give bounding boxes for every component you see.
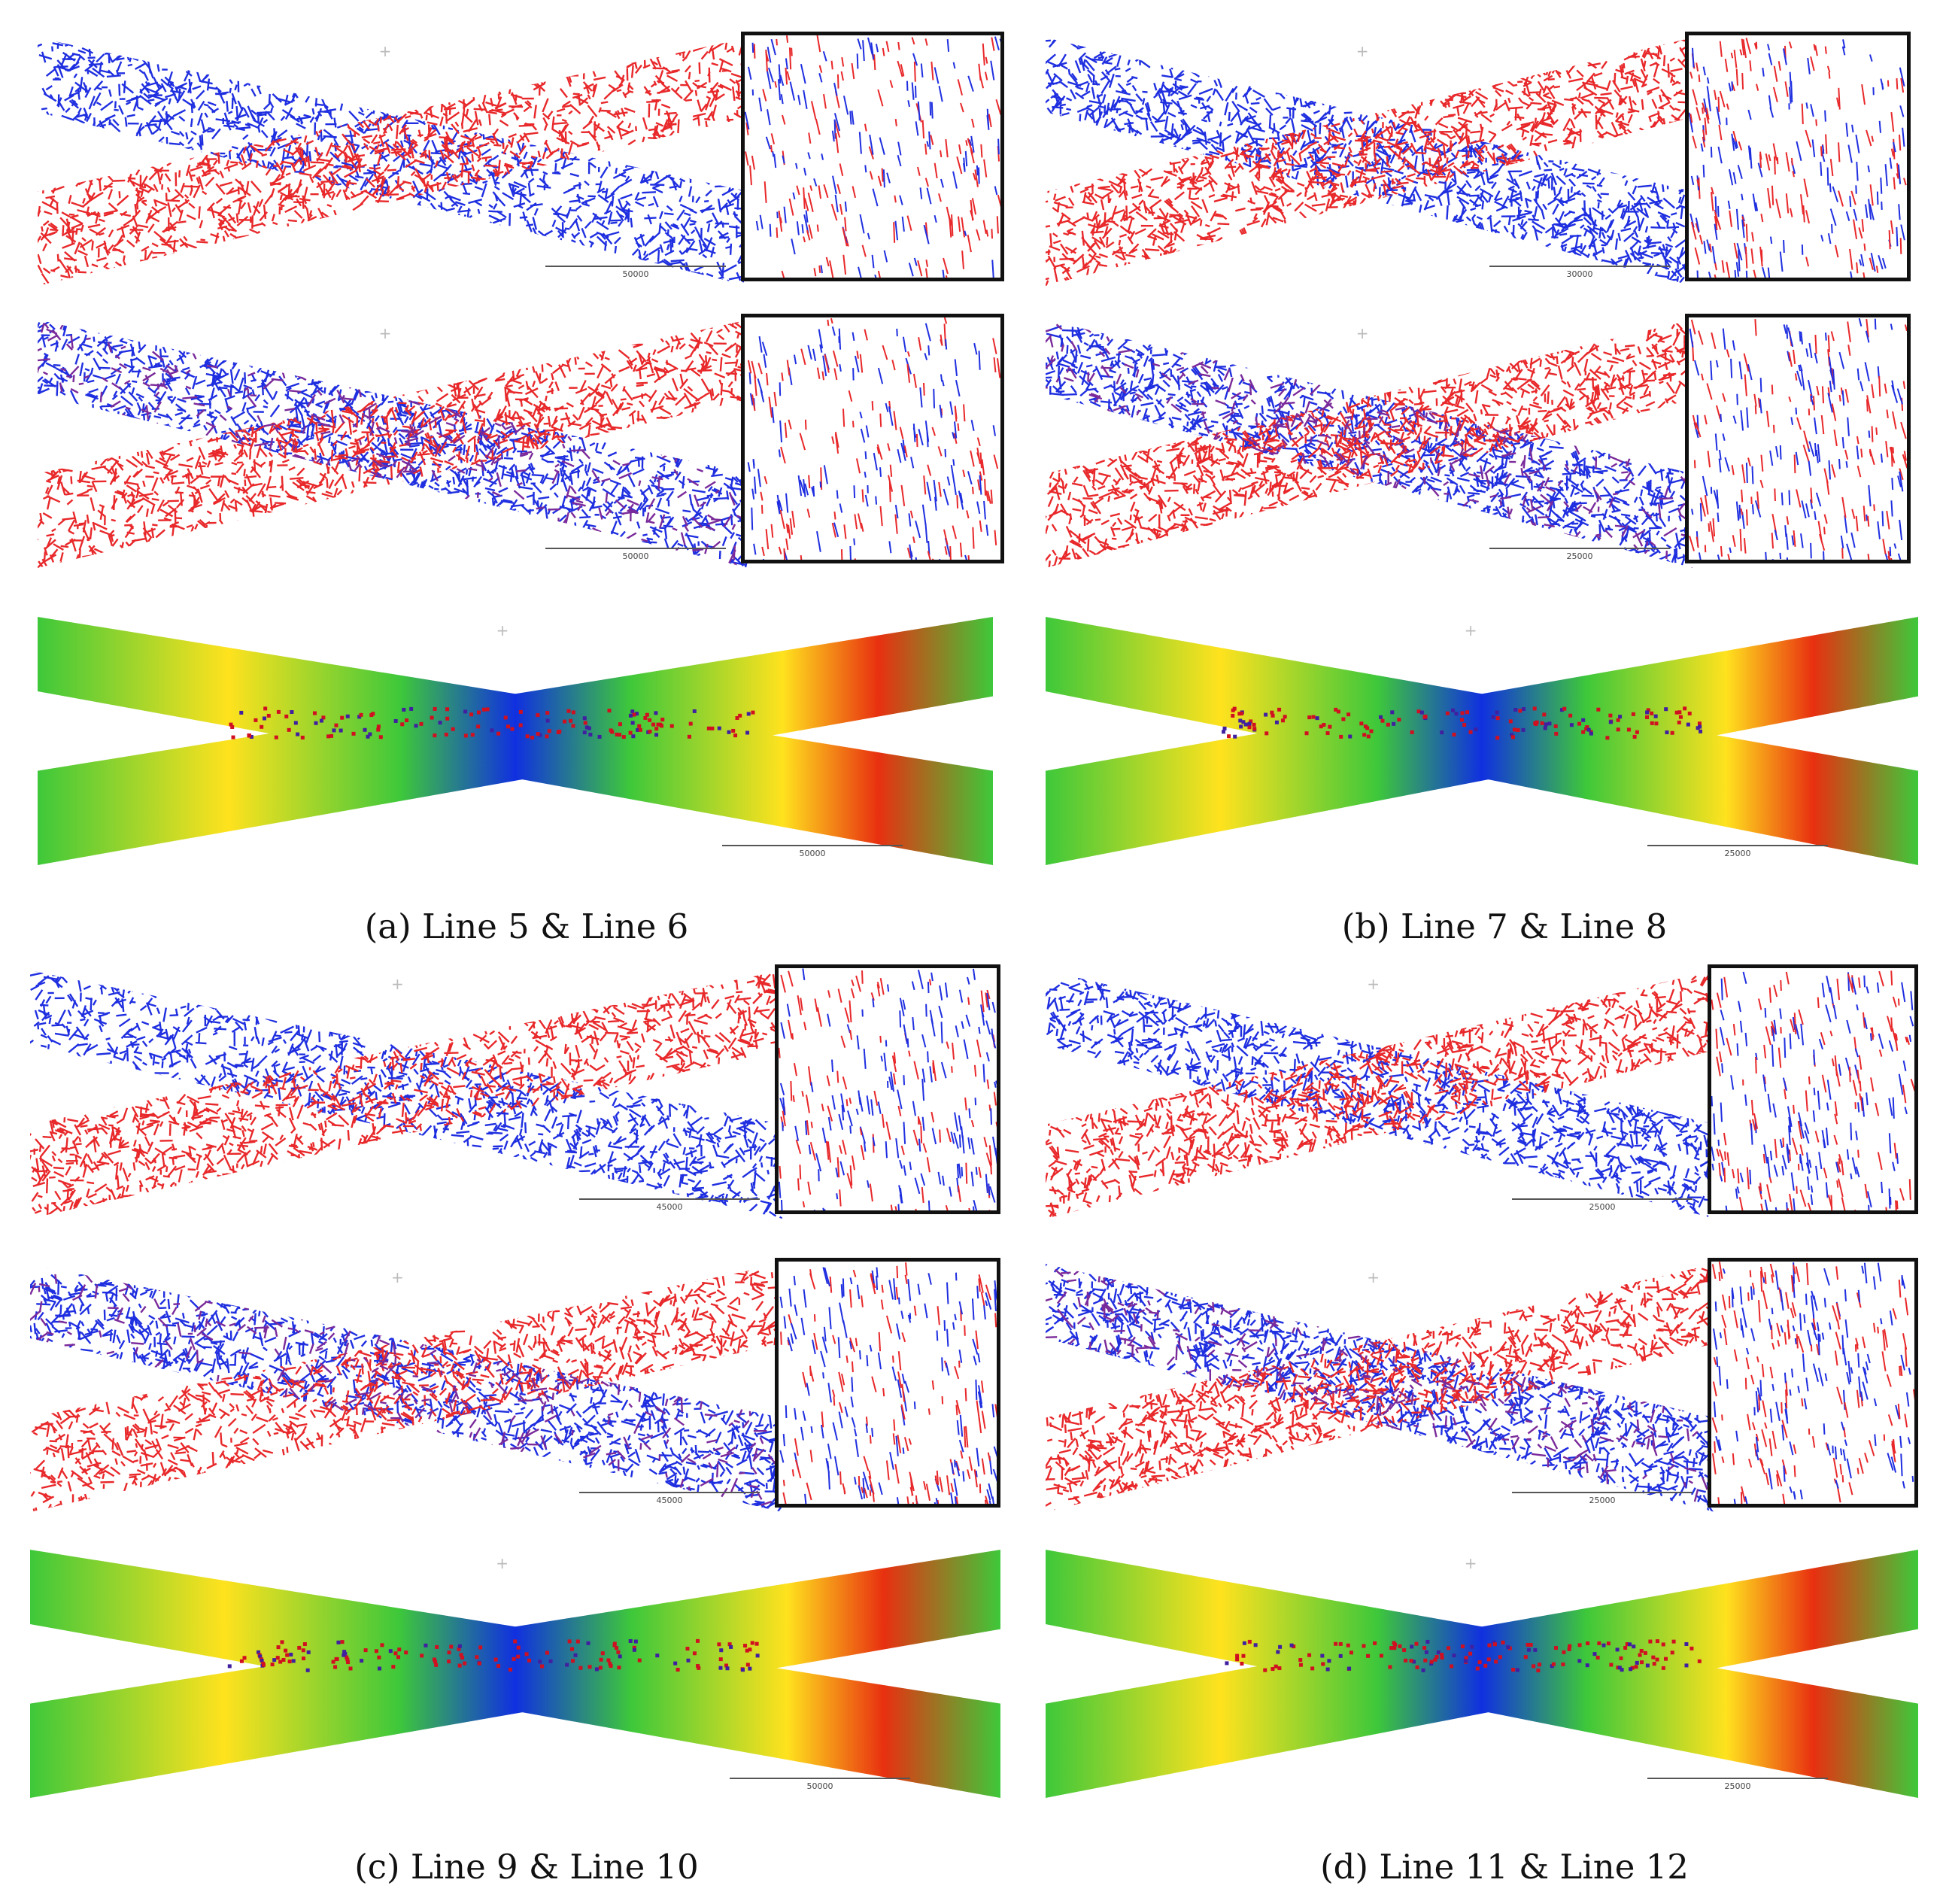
scale-bar-label: 25000 — [1512, 1496, 1693, 1505]
scale-bar: 25000 — [1489, 545, 1670, 561]
zoom-inset-lines — [1689, 38, 1907, 278]
scale-bar: 25000 — [1647, 1775, 1828, 1791]
scale-bar-line — [1489, 548, 1670, 549]
crosshair-icon: + — [496, 1554, 509, 1572]
scale-bar-label: 50000 — [545, 551, 726, 561]
flight-strips — [1046, 970, 1715, 1219]
crosshair-icon: + — [1465, 1554, 1477, 1572]
strip-figure-a-1 — [38, 38, 748, 286]
scale-bar-line — [545, 266, 726, 267]
flight-strips — [1046, 320, 1693, 568]
flight-strips — [1046, 1550, 1918, 1798]
flight-strips — [30, 970, 782, 1219]
crosshair-icon: + — [379, 324, 392, 342]
scale-bar: 50000 — [730, 1775, 910, 1791]
scale-bar-line — [730, 1778, 910, 1779]
strip-figure-c-1 — [30, 970, 782, 1219]
scale-bar: 30000 — [1489, 263, 1670, 279]
strip-figure-d-3 — [1046, 1550, 1918, 1798]
scale-bar-label: 25000 — [1512, 1202, 1693, 1212]
strip-figure-b-2 — [1046, 320, 1693, 568]
scale-bar-line — [579, 1198, 760, 1200]
strip-figure-b-3 — [1046, 617, 1918, 865]
zoom-inset — [775, 964, 1000, 1214]
zoom-inset-lines — [779, 968, 997, 1210]
scale-bar: 25000 — [1512, 1489, 1693, 1505]
caption-d: (d) Line 11 & Line 12 — [1091, 1847, 1918, 1887]
scale-bar-line — [1512, 1198, 1693, 1200]
scale-bar-label: 50000 — [545, 269, 726, 279]
scale-bar-line — [1647, 845, 1828, 846]
strip-figure-d-2 — [1046, 1264, 1715, 1512]
strip-figure-c-2 — [30, 1264, 782, 1512]
scale-bar: 45000 — [579, 1196, 760, 1212]
flight-strips — [1046, 1264, 1715, 1512]
zoom-inset — [741, 32, 1004, 281]
scale-bar-line — [579, 1492, 760, 1493]
zoom-inset — [1708, 1258, 1918, 1508]
scale-bar-label: 50000 — [722, 849, 903, 858]
scale-bar-label: 25000 — [1489, 551, 1670, 561]
strip-figure-a-3 — [38, 617, 993, 865]
zoom-inset — [1685, 32, 1911, 281]
caption-c: (c) Line 9 & Line 10 — [113, 1847, 940, 1887]
zoom-inset-lines — [745, 35, 1000, 278]
scale-bar: 50000 — [722, 843, 903, 858]
scale-bar: 25000 — [1512, 1196, 1693, 1212]
scale-bar-line — [1512, 1492, 1693, 1493]
zoom-inset-lines — [779, 1262, 997, 1504]
scale-bar-line — [722, 845, 903, 846]
zoom-inset — [775, 1258, 1000, 1508]
crosshair-icon: + — [379, 42, 392, 60]
crosshair-icon: + — [1465, 621, 1477, 639]
flight-strips — [30, 1550, 1000, 1798]
crosshair-icon: + — [1356, 42, 1369, 60]
zoom-inset — [741, 314, 1004, 563]
strip-figure-c-3 — [30, 1550, 1000, 1798]
crosshair-icon: + — [1367, 975, 1380, 993]
zoom-inset-lines — [1711, 1262, 1914, 1504]
zoom-inset — [1685, 314, 1911, 563]
crosshair-icon: + — [1367, 1268, 1380, 1286]
caption-a: (a) Line 5 & Line 6 — [113, 906, 940, 946]
scale-bar-label: 30000 — [1489, 269, 1670, 279]
strip-figure-a-2 — [38, 320, 748, 568]
zoom-inset — [1708, 964, 1918, 1214]
scale-bar-label: 50000 — [730, 1781, 910, 1791]
scale-bar: 25000 — [1647, 843, 1828, 858]
scale-bar-line — [545, 548, 726, 549]
scale-bar-label: 25000 — [1647, 849, 1828, 858]
zoom-inset-lines — [1711, 970, 1914, 1210]
flight-strips — [1046, 38, 1693, 286]
scale-bar-label: 45000 — [579, 1202, 760, 1212]
scale-bar: 50000 — [545, 545, 726, 561]
crosshair-icon: + — [496, 621, 509, 639]
scale-bar-label: 45000 — [579, 1496, 760, 1505]
scale-bar-line — [1647, 1778, 1828, 1779]
caption-b: (b) Line 7 & Line 8 — [1091, 906, 1918, 946]
scale-bar-line — [1489, 266, 1670, 267]
crosshair-icon: + — [391, 975, 404, 993]
scale-bar: 50000 — [545, 263, 726, 279]
strip-figure-d-1 — [1046, 970, 1715, 1219]
scale-bar: 45000 — [579, 1489, 760, 1505]
scale-bar-label: 25000 — [1647, 1781, 1828, 1791]
strip-figure-b-1 — [1046, 38, 1693, 286]
flight-strips — [1046, 617, 1918, 865]
flight-strips — [38, 617, 993, 865]
zoom-inset-lines — [1689, 317, 1907, 560]
flight-strips — [30, 1264, 782, 1512]
crosshair-icon: + — [391, 1268, 404, 1286]
crosshair-icon: + — [1356, 324, 1369, 342]
zoom-inset-lines — [747, 317, 1000, 560]
flight-strips — [38, 320, 748, 568]
flight-strips — [38, 38, 748, 286]
